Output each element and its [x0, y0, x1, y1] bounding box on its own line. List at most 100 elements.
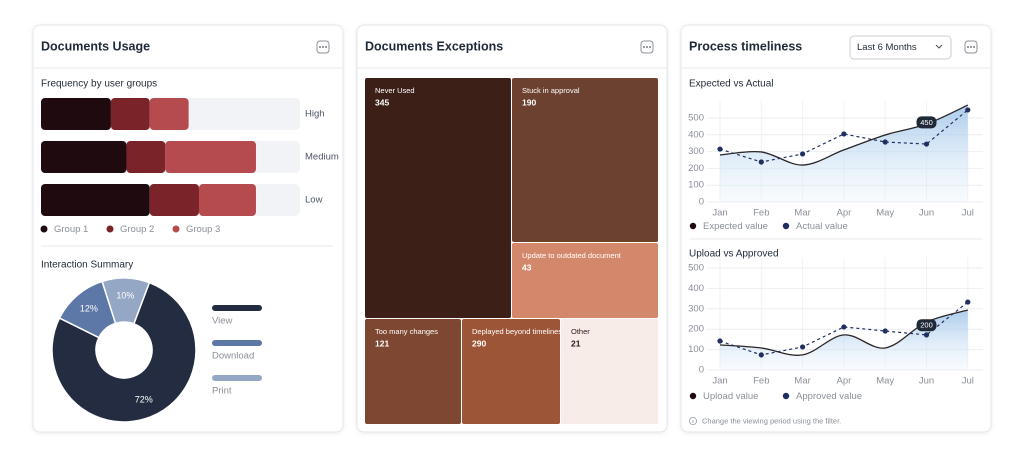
bar-segment: [110, 98, 150, 130]
legend-label: View: [212, 316, 233, 327]
cell-label: Too many changes: [375, 327, 438, 336]
area: [720, 310, 968, 370]
chart-subtitle: Interaction Summary: [41, 260, 133, 271]
x-tick-label: Jun: [919, 376, 934, 387]
legend-marker: [212, 305, 262, 311]
x-tick-label: Apr: [837, 376, 852, 387]
slice-label: 72%: [135, 395, 153, 405]
bar-segment: [126, 141, 166, 173]
bar-segment: [41, 184, 150, 216]
legend-label: Print: [212, 386, 232, 397]
info-note: Change the viewing period using the filt…: [689, 416, 841, 425]
y-tick-label: 500: [688, 113, 704, 124]
legend-label: Group 2: [120, 224, 154, 235]
category-label: Low: [305, 195, 323, 206]
cell-value: 290: [472, 338, 486, 348]
legend-marker: [106, 225, 114, 233]
slice-label: 10%: [116, 290, 134, 300]
treemap-cell: [512, 78, 658, 242]
legend-marker: [40, 225, 48, 233]
cell-value: 121: [375, 338, 389, 348]
legend-marker: [689, 222, 697, 230]
tooltip: [916, 319, 937, 332]
chart-subtitle: Expected vs Actual: [689, 79, 774, 90]
y-tick-label: 500: [688, 263, 704, 274]
point: [800, 151, 806, 157]
y-tick-label: 300: [688, 146, 704, 157]
legend-marker: [782, 392, 790, 400]
tooltip-label: 450: [920, 118, 933, 127]
more-button[interactable]: [316, 40, 330, 54]
point: [882, 139, 888, 145]
legend-label: Actual value: [796, 221, 848, 232]
bar-segment: [41, 141, 127, 173]
legend-label: Upload value: [703, 391, 758, 402]
y-tick-label: 200: [688, 324, 704, 335]
legend-marker: [689, 392, 697, 400]
legend-marker: [782, 222, 790, 230]
cell-label: Deplayed beyond timelines: [472, 327, 562, 336]
category-label: Medium: [305, 152, 339, 163]
more-button[interactable]: [964, 40, 978, 54]
y-tick-label: 400: [688, 283, 704, 294]
y-tick-label: 200: [688, 163, 704, 174]
legend-marker: [212, 340, 262, 346]
cell-label: Other: [571, 327, 590, 336]
slice-label: 12%: [80, 303, 98, 313]
legend-marker: [212, 375, 262, 381]
bar-segment: [41, 98, 111, 130]
donut-slice: [101, 277, 151, 325]
cell-value: 21: [571, 338, 581, 348]
chevron: [935, 44, 943, 49]
cell-label: Never Used: [375, 86, 415, 95]
more-button[interactable]: [640, 40, 654, 54]
card-title: Process timeliness: [689, 39, 802, 53]
dropdown-label: Last 6 Months: [857, 42, 917, 53]
tooltip: [916, 116, 937, 129]
point: [923, 332, 930, 338]
legend-label: Download: [212, 351, 254, 362]
legend-label: Group 3: [186, 224, 220, 235]
point: [882, 328, 888, 334]
point: [758, 159, 764, 165]
y-tick-label: 100: [688, 344, 704, 355]
donut-slice: [51, 281, 197, 423]
bar-segment: [198, 184, 256, 216]
treemap-cell: [462, 319, 560, 424]
treemap-cell: [561, 319, 658, 424]
point: [800, 344, 806, 350]
tooltip-label: 200: [920, 321, 933, 330]
chart-subtitle: Upload vs Approved: [689, 249, 779, 260]
cell-value: 190: [522, 97, 536, 107]
treemap-cell: [512, 243, 658, 318]
note-text: Change the viewing period using the filt…: [702, 416, 841, 425]
treemap-cell: [365, 319, 461, 424]
legend-label: Expected value: [703, 221, 768, 232]
point: [841, 324, 847, 330]
x-tick-label: May: [876, 208, 894, 219]
point: [841, 131, 847, 137]
legend-label: Group 1: [54, 224, 88, 235]
bar-segment: [149, 98, 189, 130]
card-title: Documents Exceptions: [365, 39, 503, 53]
x-tick-label: Jul: [962, 376, 974, 387]
cell-label: Stuck in approval: [522, 86, 580, 95]
area: [720, 105, 968, 202]
legend-label: Approved value: [796, 391, 862, 402]
x-tick-label: Feb: [753, 376, 769, 387]
card-title: Documents Usage: [41, 39, 150, 53]
point: [717, 338, 723, 344]
x-tick-label: Jun: [919, 208, 934, 219]
x-tick-label: Apr: [837, 208, 852, 219]
treemap-cell: [365, 78, 511, 318]
period-dropdown[interactable]: Last 6 Months: [849, 35, 952, 60]
x-tick-label: Jul: [962, 208, 974, 219]
cell-label: Update to outdated document: [522, 251, 622, 260]
y-tick-label: 0: [699, 197, 704, 208]
x-tick-label: Jan: [712, 376, 727, 387]
category-label: High: [305, 109, 325, 120]
bar-segment: [165, 141, 256, 173]
point: [717, 146, 723, 152]
y-tick-label: 100: [688, 180, 704, 191]
